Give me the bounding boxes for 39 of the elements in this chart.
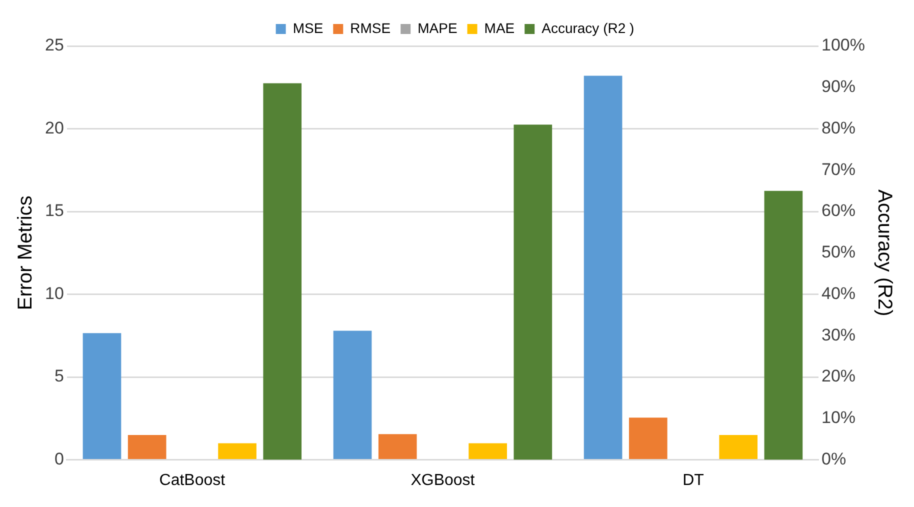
x-tick-label: DT [682,472,704,489]
y-tick-label: 25 [44,36,64,55]
bar [218,443,256,460]
bar [82,333,122,460]
y2-tick-label: 70% [822,160,856,179]
legend-label: MAPE [418,20,458,36]
bar [719,434,758,460]
y2-tick-label: 30% [822,325,856,344]
bar [628,418,668,460]
legend-label: MAE [484,20,515,36]
y2-tick-label: 40% [822,284,856,303]
bar [263,83,302,460]
legend-label: MSE [292,20,324,36]
legend-label: Accuracy (R2 ) [542,20,634,36]
y-tick-label: 5 [54,366,64,386]
y-tick-label: 10 [44,284,64,303]
bar [468,443,507,460]
y2-tick-label: 100% [822,36,866,55]
legend-label: RMSE [350,20,391,36]
y2-tick-label: 50% [822,242,856,262]
y2-tick-label: 90% [822,77,856,96]
y2-tick-label: 60% [822,201,856,220]
y2-tick-label: 80% [822,118,856,138]
y2-tick-label: 20% [822,366,856,386]
y2-axis-title: Accuracy (R2) [873,190,896,316]
bar [514,124,552,460]
y-tick-label: 15 [44,201,64,220]
x-tick-label: XGBoost [410,472,476,489]
bar [333,330,372,460]
y-tick-label: 20 [44,118,64,138]
bar [764,190,803,460]
x-tick-label: CatBoost [159,472,226,489]
bar [584,76,622,460]
y2-tick-label: 0% [822,449,846,468]
y-tick-label: 0 [54,449,64,468]
y-axis-title: Error Metrics [14,196,37,310]
y2-tick-label: 10% [822,408,856,428]
bar [378,434,417,460]
bar [128,434,166,460]
